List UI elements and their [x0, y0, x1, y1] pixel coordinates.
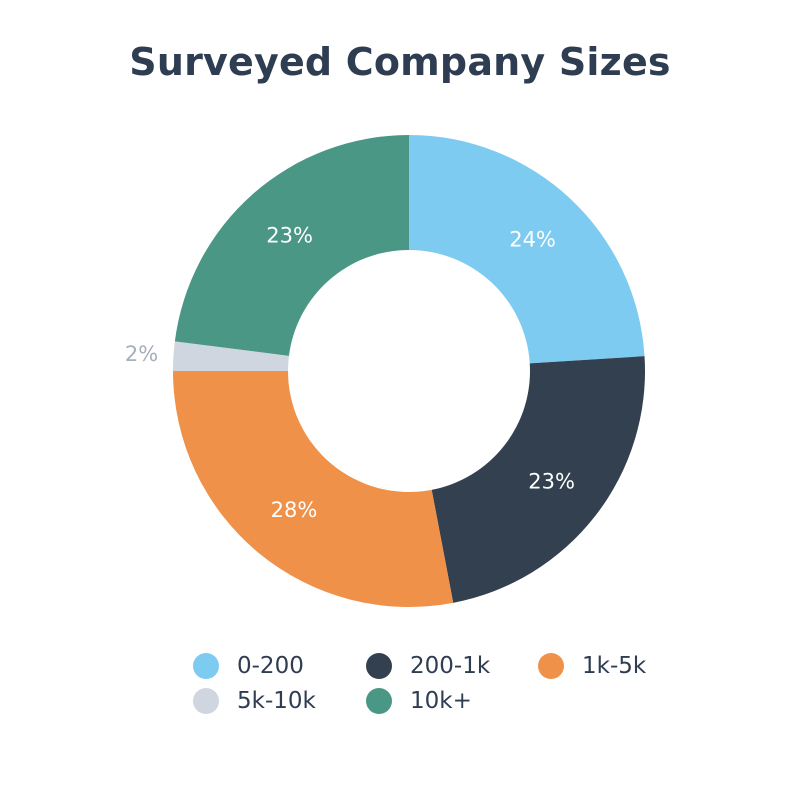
slice-200-1k — [431, 356, 645, 603]
data-label-200-1k: 23% — [528, 470, 575, 494]
slice-0-200 — [409, 135, 645, 364]
slice-1k-5k — [173, 371, 454, 607]
data-label-1k-5k: 28% — [271, 498, 318, 522]
slice-5k-10k — [173, 341, 289, 371]
data-label-10kplus: 23% — [266, 224, 313, 248]
data-label-5k-10k: 2% — [125, 342, 158, 366]
slice-10kplus — [174, 135, 409, 356]
data-label-0-200: 24% — [509, 227, 556, 251]
chart-title: Surveyed Company Sizes — [129, 40, 671, 84]
labels-layer: 24% 23% 28% 2% 23% — [125, 224, 575, 522]
slices-layer — [173, 135, 645, 607]
